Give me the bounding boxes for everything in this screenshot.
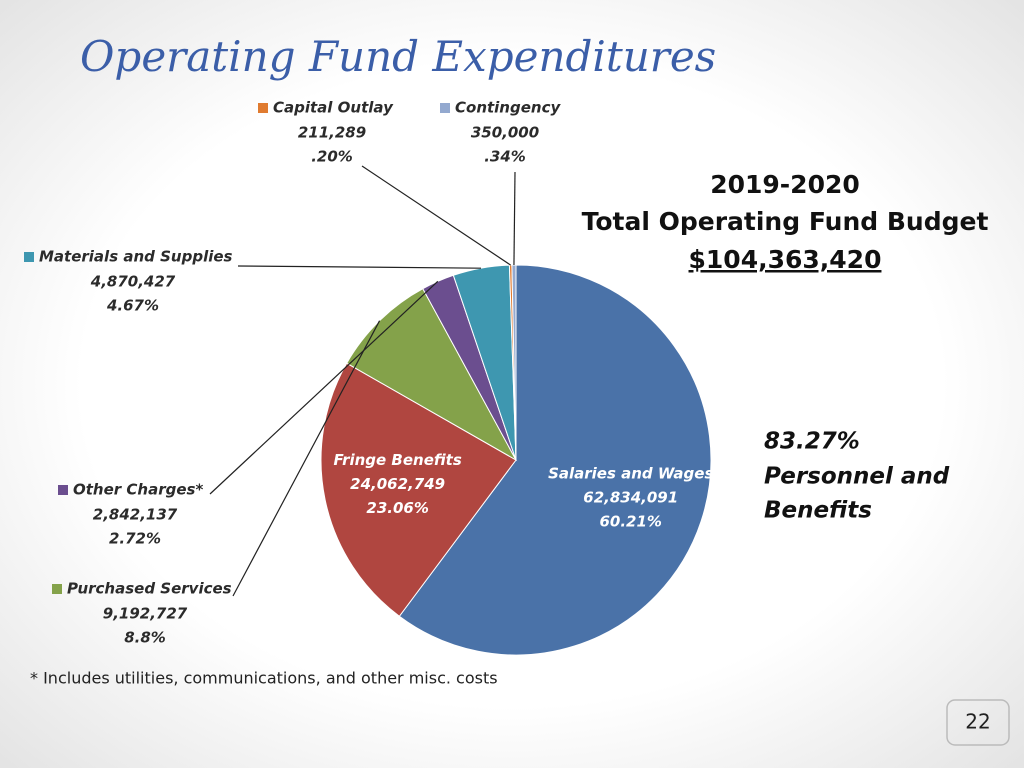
- legend-swatch: [24, 252, 34, 262]
- pie-slice: [320, 362, 517, 617]
- page-number-box: [946, 699, 1010, 746]
- slice-percent: 60.21%: [599, 513, 661, 531]
- slice-value: 62,834,091: [583, 489, 678, 507]
- slice-name: Purchased Services: [67, 580, 232, 598]
- legend-swatch: [258, 103, 268, 113]
- slice-name: Capital Outlay: [273, 99, 394, 117]
- budget-label: Total Operating Fund Budget: [582, 207, 989, 236]
- leader-line: [232, 320, 381, 597]
- leader-line: [209, 280, 439, 495]
- budget-total: $104,363,420: [689, 245, 882, 274]
- slice-name: Other Charges*: [73, 481, 203, 499]
- slice-percent: 23.06%: [366, 499, 428, 517]
- leader-line: [237, 265, 482, 269]
- footnote: * Includes utilities, communications, an…: [30, 669, 498, 688]
- slice-value: 4,870,427: [90, 273, 176, 291]
- personnel-line: Benefits: [764, 498, 872, 524]
- slice-name: Salaries and Wages: [548, 465, 713, 483]
- leader-line: [513, 171, 516, 266]
- slice-name: Materials and Supplies: [39, 248, 233, 266]
- slice-percent: 4.67%: [106, 297, 159, 315]
- budget-year: 2019-2020: [710, 170, 860, 199]
- slice-name: Contingency: [455, 99, 561, 117]
- slice-value: 350,000: [471, 124, 539, 142]
- slice-value: 9,192,727: [103, 605, 188, 623]
- legend-swatch: [52, 584, 62, 594]
- legend-swatch: [58, 485, 68, 495]
- slice-percent: .34%: [484, 148, 526, 166]
- legend-swatch: [440, 103, 450, 113]
- personnel-line: Personnel and: [764, 464, 950, 490]
- slice-value: 24,062,749: [350, 475, 445, 493]
- chart-title: Operating Fund Expenditures: [80, 32, 716, 81]
- slice-percent: .20%: [311, 148, 353, 166]
- leader-line: [361, 165, 511, 266]
- slice-percent: 2.72%: [109, 530, 161, 548]
- pie-slice: [398, 264, 712, 656]
- personnel-percent: 83.27%: [764, 429, 860, 455]
- page-number: 22: [965, 710, 990, 734]
- slice-value: 211,289: [298, 124, 366, 142]
- slice-value: 2,842,137: [93, 506, 178, 524]
- slice-name: Fringe Benefits: [333, 451, 461, 469]
- slice-percent: 8.8%: [124, 629, 166, 647]
